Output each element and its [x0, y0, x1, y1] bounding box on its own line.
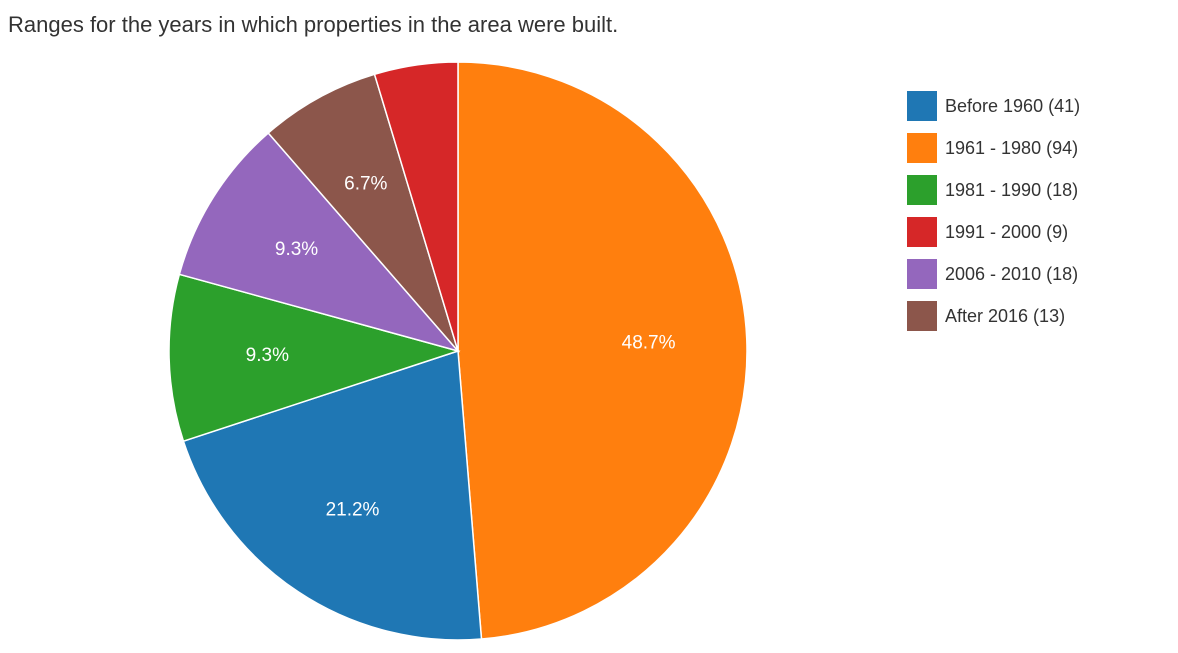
legend-item: 1981 - 1990 (18) [907, 169, 1080, 211]
legend-item: 1991 - 2000 (9) [907, 211, 1080, 253]
legend-swatch [907, 259, 937, 289]
slice-percent-label: 21.2% [326, 499, 380, 520]
chart-legend: Before 1960 (41) 1961 - 1980 (94) 1981 - 1… [907, 85, 1080, 337]
legend-label: After 2016 (13) [945, 305, 1066, 326]
legend-label: 1991 - 2000 (9) [945, 221, 1069, 242]
legend-swatch [907, 133, 937, 163]
legend-item: Before 1960 (41) [907, 85, 1080, 127]
legend-label: 2006 - 2010 (18) [945, 263, 1079, 284]
pie-slice-1961-1980 [457, 61, 748, 640]
legend-label: 1981 - 1990 (18) [945, 179, 1079, 200]
legend-item: 2006 - 2010 (18) [907, 253, 1080, 295]
legend-item: After 2016 (13) [907, 295, 1080, 337]
slice-percent-label: 6.7% [344, 174, 387, 195]
slice-percent-label: 9.3% [275, 239, 318, 260]
slice-percent-label: 48.7% [622, 333, 676, 354]
chart-title: Ranges for the years in which properties… [8, 12, 619, 37]
legend-swatch [907, 301, 937, 331]
legend-label: Before 1960 (41) [945, 95, 1081, 116]
legend-swatch [907, 217, 937, 247]
legend-swatch [907, 91, 937, 121]
pie-slice-1981-1990 [168, 273, 461, 443]
legend-label: 1961 - 1980 (94) [945, 137, 1079, 158]
pie-slice-1991-2000 [373, 61, 459, 352]
slice-percent-label: 9.3% [246, 345, 289, 366]
pie-slice-2006-2010 [178, 131, 461, 353]
legend-swatch [907, 175, 937, 205]
legend-item: 1961 - 1980 (94) [907, 127, 1080, 169]
pie-slice-before-1960 [182, 349, 483, 641]
pie-slice-after-2016 [267, 73, 459, 352]
